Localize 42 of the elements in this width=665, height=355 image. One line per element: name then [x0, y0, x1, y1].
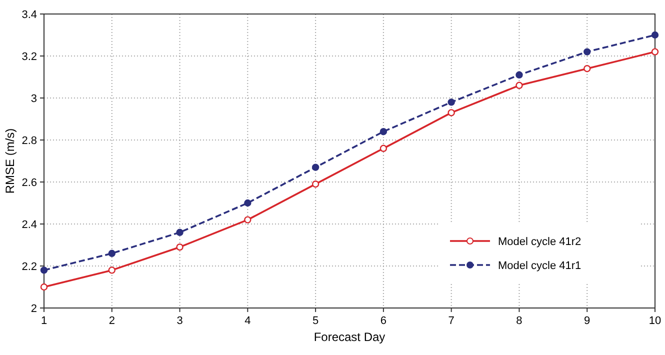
x-tick-label: 3 — [176, 315, 183, 327]
point — [108, 250, 116, 257]
y-tick-label: 3 — [30, 93, 37, 105]
point — [516, 71, 523, 78]
point — [108, 266, 116, 274]
x-tick-label: 9 — [584, 315, 590, 327]
x-tick-label: 4 — [244, 315, 251, 327]
y-tick-label: 3.4 — [22, 9, 37, 21]
x-tick-label: 5 — [312, 315, 319, 327]
y-tick-label: 2.2 — [22, 261, 37, 273]
point — [312, 180, 320, 188]
point — [448, 109, 455, 116]
point — [584, 65, 591, 72]
y-tick-label: 2.6 — [22, 177, 37, 189]
x-axis-title: Forecast Day — [314, 330, 386, 344]
legend-label: Model cycle 41r2 — [498, 236, 582, 248]
y-tick-label: 2.8 — [22, 135, 37, 147]
y-tick-label: 2 — [30, 303, 37, 315]
x-tick-label: 2 — [108, 315, 115, 327]
point — [516, 82, 523, 89]
y-tick-label: 3.2 — [22, 51, 37, 63]
point — [176, 228, 184, 236]
point — [40, 266, 48, 274]
point — [448, 98, 455, 106]
point — [244, 216, 252, 224]
x-tick-label: 7 — [448, 315, 454, 327]
x-tick-label: 8 — [516, 315, 522, 327]
x-tick-label: 6 — [380, 315, 387, 327]
point — [584, 48, 591, 56]
point — [651, 31, 659, 39]
point — [651, 48, 659, 56]
legend-label: Model cycle 41r1 — [498, 260, 582, 272]
point — [312, 164, 320, 171]
point — [244, 199, 252, 207]
point — [380, 144, 388, 152]
point — [176, 244, 184, 251]
x-tick-label: 1 — [40, 315, 48, 327]
y-axis-title: RMSE (m/s) — [3, 128, 17, 194]
y-tick-label: 2.4 — [22, 219, 37, 231]
point — [380, 128, 388, 136]
x-tick-label: 10 — [648, 315, 662, 327]
point — [40, 283, 48, 291]
